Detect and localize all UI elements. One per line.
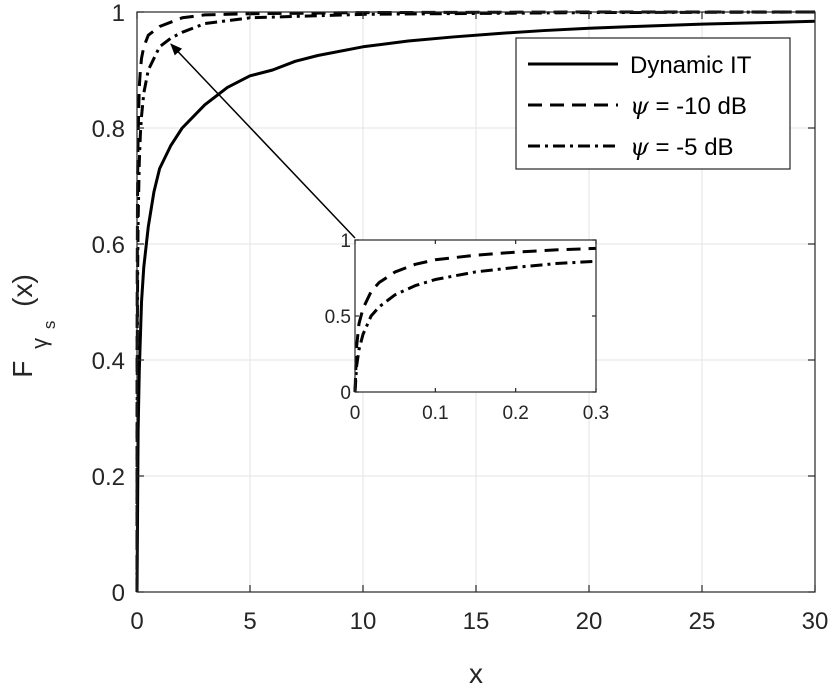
x-tick-label-3: 15 [463, 608, 490, 635]
svg-text:F γ s (x): F γ s (x) [7, 274, 61, 378]
inset-x-tick-label-0: 0 [350, 403, 361, 424]
y-label-subsubscript: s [40, 321, 59, 330]
inset-x-tick-labels: 0 0.1 0.2 0.3 [350, 403, 610, 424]
inset-tick-marks [354, 239, 597, 393]
inset-series-line-0 [353, 246, 597, 393]
y-tick-label-3: 0.6 [92, 232, 125, 259]
y-tick-label-0: 0 [112, 580, 125, 607]
inset-x-tick-label-1: 0.1 [422, 403, 448, 424]
inset-axes: 0 0.1 0.2 0.3 00.51 [325, 231, 610, 424]
inset-plot-lines [353, 246, 597, 393]
inset-x-tick-label-2: 0.2 [502, 403, 528, 424]
y-label-main: F [7, 361, 38, 378]
inset-series-line-1 [353, 259, 597, 393]
y-tick-label-1: 0.2 [92, 464, 125, 491]
x-tick-label-5: 25 [689, 608, 716, 635]
inset-x-tick-label-3: 0.3 [583, 403, 609, 424]
inset-y-tick-label-2: 1 [340, 231, 351, 252]
y-tick-label-5: 1 [112, 0, 125, 27]
x-tick-label-0: 0 [130, 608, 143, 635]
legend-label-psi-10: ψ = -10 dB [630, 92, 747, 120]
y-tick-label-4: 0.8 [92, 116, 125, 143]
legend-label-psi-5: ψ = -5 dB [630, 133, 734, 161]
inset-background [355, 240, 596, 392]
inset-y-tick-label-0: 0 [340, 383, 351, 404]
series-line-1 [135, 10, 815, 593]
y-axis-label: F γ s (x) [7, 274, 61, 378]
y-label-subscript: γ [27, 338, 52, 349]
inset-y-tick-labels: 00.51 [325, 231, 351, 404]
main-tick-marks [136, 11, 816, 593]
y-tick-label-2: 0.4 [92, 348, 125, 375]
legend-label-dynamic-it: Dynamic IT [630, 52, 752, 79]
x-tick-label-4: 20 [576, 608, 603, 635]
inset-y-tick-label-1: 0.5 [325, 307, 351, 328]
x-tick-label-1: 5 [243, 608, 256, 635]
x-tick-label-6: 30 [802, 608, 829, 635]
series-line-0 [135, 19, 816, 593]
x-axis-label: x [469, 658, 483, 686]
y-tick-labels: 0 0.2 0.4 0.6 0.8 1 [92, 0, 125, 607]
legend: Dynamic IT ψ = -10 dB ψ = -5 dB [515, 37, 791, 170]
x-tick-labels: 0 5 10 15 20 25 30 [130, 608, 828, 635]
x-tick-label-2: 10 [350, 608, 377, 635]
zoom-arrow [170, 43, 356, 239]
main-plot-lines [135, 10, 816, 593]
y-label-argument: (x) [7, 274, 38, 307]
